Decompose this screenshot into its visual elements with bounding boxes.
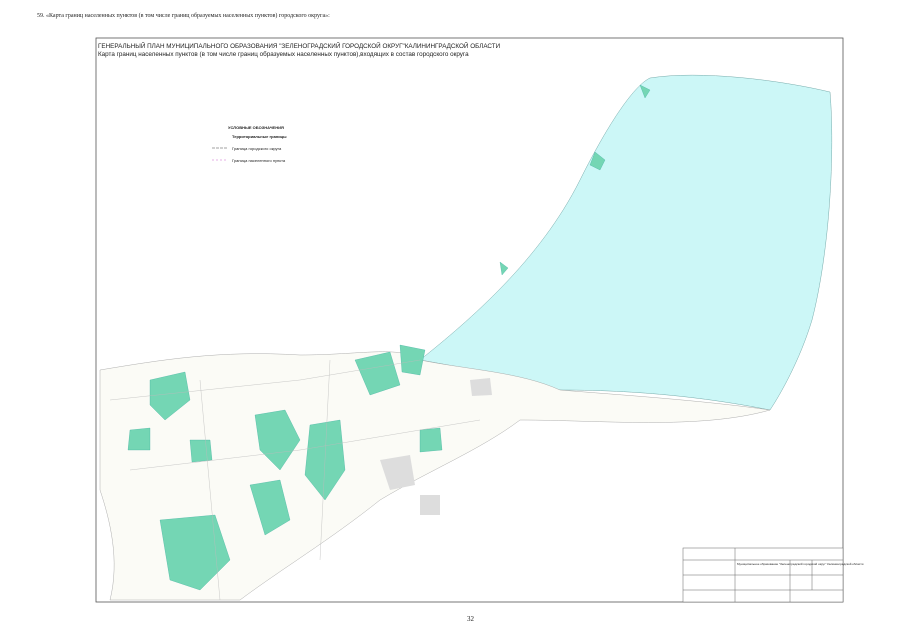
roads [109, 359, 481, 601]
legend-section: Территориальные границы [232, 134, 287, 139]
settlements [127, 84, 651, 591]
caption: 59. «Карта границ населенных пунктов (в … [37, 13, 330, 19]
page-number: 32 [467, 615, 474, 623]
map-subtitle: Карта границ населенных пунктов (в том ч… [98, 51, 469, 58]
lagoon [419, 74, 833, 411]
legend-item: Граница населенного пункта [232, 158, 286, 163]
legend-item: Граница городского округа [232, 146, 282, 151]
legend-symbols [212, 147, 228, 161]
stamp-org: Муниципальное образование "Зеленоградски… [737, 562, 864, 566]
stamp [682, 547, 844, 603]
map-title: ГЕНЕРАЛЬНЫЙ ПЛАН МУНИЦИПАЛЬНОГО ОБРАЗОВА… [98, 43, 501, 50]
forest [380, 378, 492, 515]
legend-title: УСЛОВНЫЕ ОБОЗНАЧЕНИЯ [228, 125, 284, 130]
